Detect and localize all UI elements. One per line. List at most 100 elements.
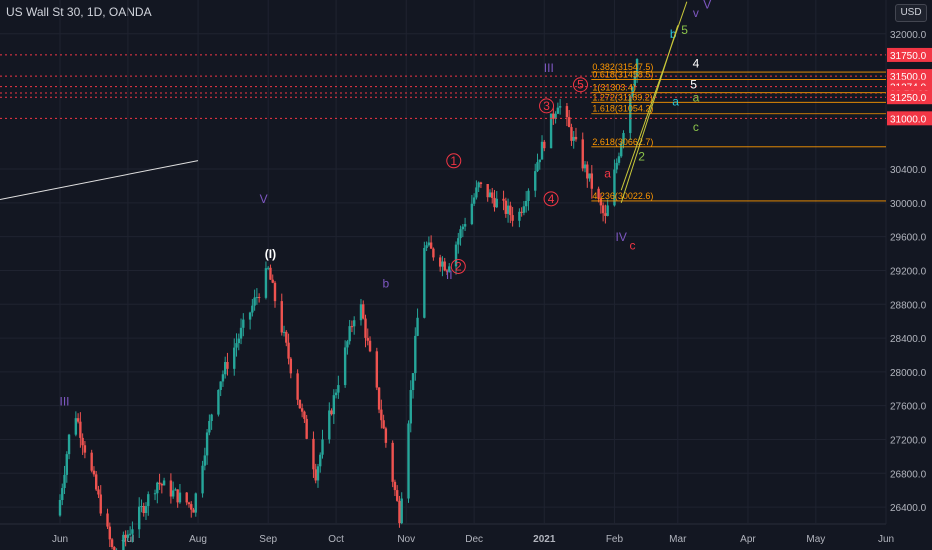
candle-body [208, 420, 211, 433]
candle-body [303, 411, 306, 419]
x-tick-label: Mar [669, 534, 687, 545]
candle-body [312, 438, 315, 470]
candle-body [586, 164, 589, 179]
x-tick-label: Dec [465, 534, 483, 545]
candle-body [454, 244, 458, 267]
candle-body [248, 312, 252, 320]
candle-body [407, 423, 410, 499]
x-tick-label: Apr [740, 534, 756, 545]
candle-body [441, 261, 444, 267]
candle-body [538, 159, 541, 163]
wave-label: IV [616, 230, 627, 244]
candle-body [192, 509, 195, 513]
candle-body [255, 297, 259, 299]
candle-body [359, 304, 363, 321]
candle-body [581, 139, 584, 169]
candle-body [488, 192, 492, 198]
candle-body [169, 480, 173, 497]
candle-body [74, 418, 78, 435]
candle-body [350, 326, 354, 328]
candle-body [65, 454, 68, 475]
candle-body [395, 490, 399, 501]
candle-body [536, 162, 539, 172]
wave-label: 5 [690, 78, 697, 92]
candle-body [429, 242, 433, 249]
candle-body [110, 539, 114, 548]
candle-body [305, 418, 308, 439]
candle-body [457, 238, 460, 245]
candle-body [296, 373, 299, 400]
candle-body [635, 59, 639, 77]
candle-body [203, 455, 207, 466]
y-tick-label: 32000.0 [890, 30, 927, 41]
fib-label: 0.382(31547.5) [592, 62, 653, 72]
candle-body [266, 267, 270, 269]
candle-body [364, 318, 367, 338]
candle-body [506, 205, 510, 214]
candle-body [90, 452, 93, 471]
currency-button[interactable]: USD [895, 4, 927, 22]
trend-line [0, 160, 199, 200]
candle-body [273, 282, 277, 302]
candle-body [330, 410, 333, 415]
candle-body [445, 270, 449, 272]
wave-label: 5 [681, 23, 688, 37]
fib-label: 1.272(31189.2) [592, 92, 652, 102]
wave-label: 1 [450, 154, 457, 168]
x-tick-label: Aug [189, 534, 207, 545]
candle-body [217, 389, 220, 415]
wave-label: 2 [455, 259, 462, 273]
candle-body [316, 466, 320, 481]
candle-body [95, 474, 98, 490]
fib-label: 1(31303.4) [592, 83, 636, 93]
candle-body [574, 136, 578, 140]
candle-body [400, 498, 403, 524]
candle-body [142, 506, 145, 514]
candle-body [153, 493, 157, 495]
wave-label-circle [450, 258, 466, 274]
candle-body [156, 482, 159, 494]
candle-body [235, 343, 238, 348]
y-tick-label: 28800.0 [890, 300, 927, 311]
x-tick-label: Nov [397, 534, 415, 545]
candle-body [554, 113, 557, 119]
candle-body [534, 171, 537, 191]
candle-body [416, 317, 419, 336]
candle-body [380, 409, 383, 421]
candle-body [332, 395, 336, 415]
candle-body [178, 492, 182, 503]
candle-body [599, 198, 603, 206]
candle-body [633, 76, 637, 88]
candle-body [251, 305, 254, 313]
wave-label: a [672, 95, 679, 109]
candle-body [502, 198, 505, 201]
wave-label: a [604, 166, 611, 180]
wave-label: v [693, 6, 699, 20]
candle-body [79, 421, 82, 438]
candle-body [382, 420, 385, 429]
wave-label: c [630, 238, 636, 252]
candle-body [432, 248, 435, 258]
candle-body [337, 385, 340, 393]
candle-body [319, 454, 322, 467]
candle-body [552, 113, 555, 119]
candle-body [398, 500, 401, 524]
candle-body [253, 297, 256, 306]
wave-label: 5 [577, 78, 584, 92]
fib-label: 4.236(30022.6) [592, 191, 653, 201]
candle-body [366, 337, 369, 341]
candle-body [572, 136, 575, 141]
candle-body [558, 106, 562, 108]
candle-body [144, 506, 148, 514]
wave-label: 4 [548, 192, 555, 206]
candle-body [271, 279, 274, 283]
candle-body [520, 211, 523, 213]
candle-body [160, 483, 164, 486]
candle-body [615, 162, 618, 170]
candle-body [257, 297, 261, 299]
candle-body [509, 205, 512, 216]
channel-line [620, 1, 688, 191]
candle-body [601, 205, 605, 214]
candle-body [629, 96, 632, 134]
